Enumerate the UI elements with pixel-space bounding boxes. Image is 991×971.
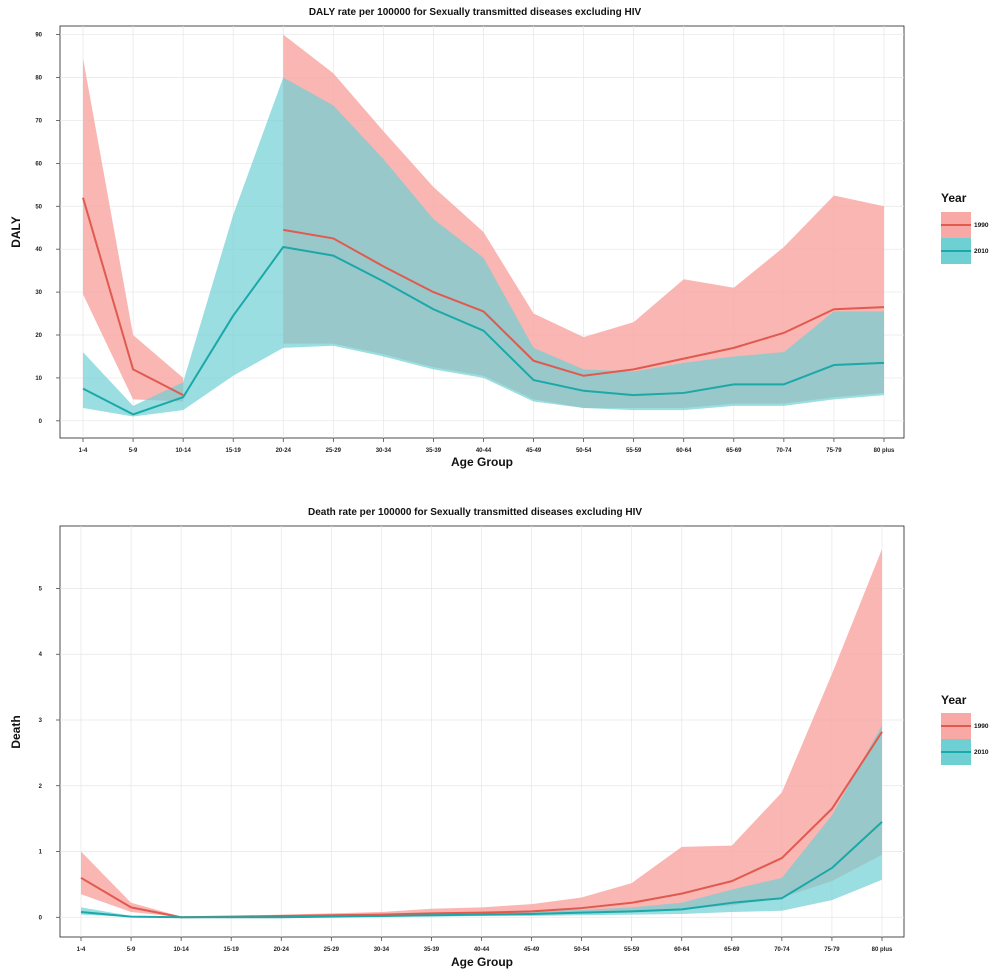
y-tick-label: 2	[39, 784, 43, 790]
y-tick-label: 10	[35, 376, 42, 382]
legend-label-1990: 1990	[974, 723, 989, 730]
x-tick-label: 80 plus	[872, 947, 893, 953]
line-2010	[80, 821, 883, 919]
x-tick-label: 25-29	[326, 448, 342, 454]
chart-title: DALY rate per 100000 for Sexually transm…	[309, 7, 642, 18]
y-tick-label: 3	[39, 718, 43, 724]
x-tick-label: 60-64	[676, 448, 692, 454]
legend-label-2010: 2010	[974, 749, 989, 756]
x-tick-label: 20-24	[274, 947, 290, 953]
x-tick-label: 35-39	[424, 947, 440, 953]
daly-chart: DALY rate per 100000 for Sexually transm…	[9, 7, 989, 469]
death-chart: Death rate per 100000 for Sexually trans…	[9, 507, 989, 969]
x-tick-label: 50-54	[576, 448, 592, 454]
x-tick-label: 55-59	[624, 947, 640, 953]
x-tick-label: 1-4	[79, 448, 88, 454]
x-tick-label: 10-14	[173, 947, 189, 953]
y-tick-label: 4	[39, 652, 43, 658]
y-tick-label: 60	[35, 161, 42, 167]
legend: Year 1990 2010	[941, 191, 989, 264]
legend-label-1990: 1990	[974, 222, 989, 229]
y-tick-label: 20	[35, 333, 42, 339]
legend-label-2010: 2010	[974, 248, 989, 255]
x-tick-label: 15-19	[226, 448, 242, 454]
x-tick-label: 5-9	[127, 947, 136, 953]
x-tick-label: 75-79	[824, 947, 840, 953]
x-tick-label: 65-69	[726, 448, 742, 454]
y-tick-label: 1	[39, 850, 43, 856]
x-tick-label: 70-74	[776, 448, 792, 454]
y-tick-label: 90	[35, 33, 42, 39]
x-tick-label: 40-44	[474, 947, 490, 953]
x-tick-label: 70-74	[774, 947, 790, 953]
x-tick-label: 5-9	[129, 448, 138, 454]
line-2010	[82, 246, 885, 416]
legend: Year 1990 2010	[941, 693, 989, 765]
band-2010	[83, 77, 884, 417]
legend-title: Year	[941, 693, 967, 707]
x-tick-label: 65-69	[724, 947, 740, 953]
x-tick-label: 35-39	[426, 448, 442, 454]
x-tick-label: 30-34	[374, 947, 390, 953]
x-tick-label: 25-29	[324, 947, 340, 953]
x-tick-label: 80 plus	[874, 448, 895, 454]
x-tick-label: 1-4	[77, 947, 86, 953]
x-axis-label: Age Group	[451, 955, 513, 969]
band-2010	[81, 725, 882, 918]
line-1990	[283, 228, 885, 377]
y-tick-label: 70	[35, 118, 42, 124]
y-tick-label: 5	[39, 586, 43, 592]
y-tick-label: 30	[35, 290, 42, 296]
y-axis-label: DALY	[9, 216, 23, 248]
x-tick-label: 75-79	[826, 448, 842, 454]
x-tick-label: 55-59	[626, 448, 642, 454]
x-tick-label: 10-14	[175, 448, 191, 454]
y-tick-label: 0	[39, 419, 43, 425]
y-tick-label: 50	[35, 204, 42, 210]
x-tick-label: 15-19	[224, 947, 240, 953]
y-tick-label: 80	[35, 76, 42, 82]
x-tick-label: 20-24	[276, 448, 292, 454]
y-axis-label: Death	[9, 715, 23, 748]
y-tick-label: 40	[35, 247, 42, 253]
x-tick-label: 30-34	[376, 448, 392, 454]
y-tick-label: 0	[39, 915, 43, 921]
x-axis-label: Age Group	[451, 455, 513, 469]
x-tick-label: 50-54	[574, 947, 590, 953]
x-tick-label: 60-64	[674, 947, 690, 953]
legend-title: Year	[941, 191, 967, 205]
x-tick-label: 45-49	[524, 947, 540, 953]
x-tick-label: 45-49	[526, 448, 542, 454]
x-tick-label: 40-44	[476, 448, 492, 454]
chart-title: Death rate per 100000 for Sexually trans…	[308, 507, 642, 518]
line-1990	[82, 197, 184, 396]
band-1990	[83, 58, 184, 402]
